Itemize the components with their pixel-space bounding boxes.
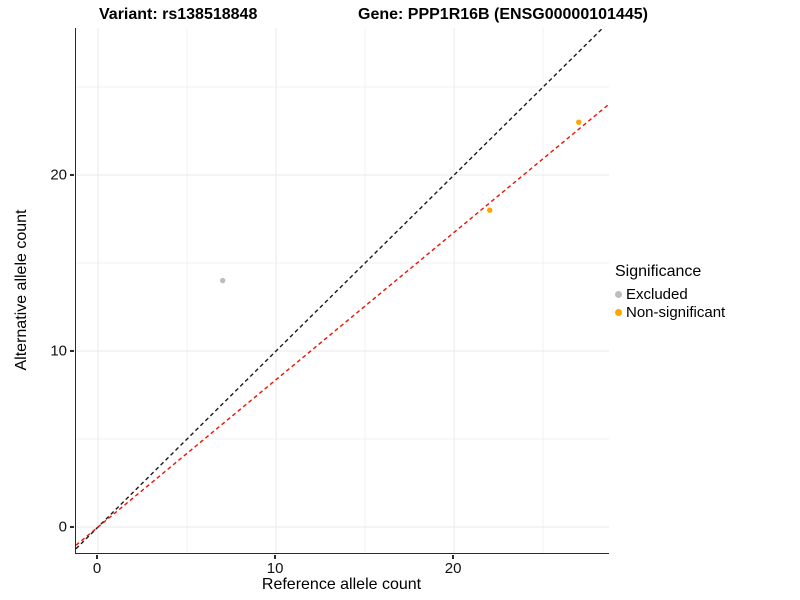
y-tick-label: 10 (50, 342, 67, 360)
x-tick-label: 0 (92, 560, 102, 577)
y-tick-mark (69, 526, 74, 528)
plot-canvas (76, 28, 609, 553)
y-tick-mark (69, 174, 74, 176)
legend-item-non-significant: Non-significant (615, 303, 725, 321)
x-tick-mark (274, 554, 276, 559)
plot-panel (75, 28, 609, 554)
data-point-non-significant (576, 119, 582, 125)
x-axis-title: Reference allele count (261, 576, 422, 593)
plot-title-gene: Gene: PPP1R16B (ENSG00000101445) (358, 6, 648, 23)
y-tick-label: 0 (58, 518, 67, 536)
x-tick-label: 20 (444, 560, 462, 577)
fit-line (76, 103, 609, 546)
y-tick-label: 20 (50, 166, 67, 184)
x-tick-label: 10 (266, 560, 284, 577)
legend-title: Significance (615, 263, 702, 280)
legend: Significance Excluded Non-significant (615, 263, 725, 321)
non-significant-dot-icon (615, 308, 622, 316)
excluded-dot-icon (615, 290, 622, 298)
plot-title-variant: Variant: rs138518848 (99, 6, 258, 23)
legend-item-label: Excluded (626, 285, 688, 303)
data-point-excluded (219, 277, 226, 284)
legend-item-excluded: Excluded (615, 285, 725, 303)
x-tick-mark (96, 554, 98, 559)
y-axis-title: Alternative allele count (13, 209, 30, 371)
legend-item-label: Non-significant (626, 303, 726, 321)
identity-line (76, 28, 604, 550)
x-tick-mark (452, 554, 454, 559)
data-point-non-significant (487, 207, 493, 213)
y-tick-mark (69, 350, 74, 352)
